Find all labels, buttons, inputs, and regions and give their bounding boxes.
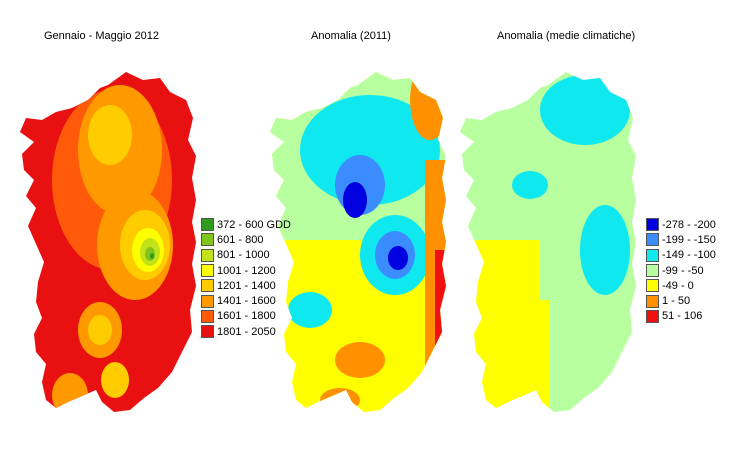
legend-label: 51 - 106 — [662, 310, 703, 323]
legend-swatch — [646, 264, 659, 278]
legend-item: 801 - 1000 — [201, 248, 291, 263]
legend-swatch — [201, 309, 214, 323]
legend-label: -99 - -50 — [662, 264, 704, 277]
legend-swatch — [201, 248, 214, 262]
legend-anomaly: -278 - -200 -199 - -150 -149 - -100 -99 - -… — [646, 217, 716, 324]
legend-item: -149 - -100 — [646, 248, 716, 263]
legend-label: 1 - 50 — [662, 295, 691, 308]
legend-label: -199 - -150 — [662, 233, 716, 246]
legend-label: -49 - 0 — [662, 279, 694, 292]
legend-label: 801 - 1000 — [217, 249, 270, 262]
legend-item: -49 - 0 — [646, 278, 716, 293]
legend-swatch — [201, 233, 214, 247]
legend-item: 1601 - 1800 — [201, 309, 291, 324]
legend-item: 1801 - 2050 — [201, 324, 291, 339]
legend-item: 1 - 50 — [646, 293, 716, 308]
legend-swatch — [646, 294, 659, 308]
legend-label: 601 - 800 — [217, 233, 264, 246]
map-anomaly-2011 — [270, 72, 446, 412]
legend-label: 1801 - 2050 — [217, 325, 276, 338]
legend-item: 1001 - 1200 — [201, 263, 291, 278]
legend-label: 1201 - 1400 — [217, 279, 276, 292]
map-title-anomaly-2011: Anomalia (2011) — [311, 30, 391, 42]
legend-label: 1401 - 1600 — [217, 295, 276, 308]
legend-swatch — [646, 218, 659, 232]
legend-swatch — [201, 218, 214, 232]
legend-item: 1201 - 1400 — [201, 278, 291, 293]
legend-item: 601 - 800 — [201, 232, 291, 247]
map-title-anomaly-climate: Anomalia (medie climatiche) — [497, 30, 636, 42]
legend-swatch — [201, 294, 214, 308]
legend-item: -278 - -200 — [646, 217, 716, 232]
legend-swatch — [201, 325, 214, 339]
legend-swatch — [646, 279, 659, 293]
legend-label: 1001 - 1200 — [217, 264, 276, 277]
legend-item: -99 - -50 — [646, 263, 716, 278]
legend-gdd: 372 - 600 GDD 601 - 800 801 - 1000 1001 - 1… — [201, 217, 291, 339]
legend-swatch — [201, 264, 214, 278]
legend-label: 372 - 600 GDD — [217, 218, 291, 231]
map-gdd — [20, 72, 196, 412]
map-title-gdd: Gennaio - Maggio 2012 — [44, 30, 159, 42]
legend-item: -199 - -150 — [646, 232, 716, 247]
legend-label: -278 - -200 — [662, 218, 716, 231]
legend-swatch — [646, 233, 659, 247]
legend-swatch — [646, 309, 659, 323]
legend-label: 1601 - 1800 — [217, 310, 276, 323]
legend-item: 372 - 600 GDD — [201, 217, 291, 232]
legend-label: -149 - -100 — [662, 249, 716, 262]
legend-swatch — [646, 248, 659, 262]
map-anomaly-climate — [460, 72, 636, 412]
legend-item: 51 - 106 — [646, 309, 716, 324]
legend-item: 1401 - 1600 — [201, 293, 291, 308]
legend-swatch — [201, 279, 214, 293]
